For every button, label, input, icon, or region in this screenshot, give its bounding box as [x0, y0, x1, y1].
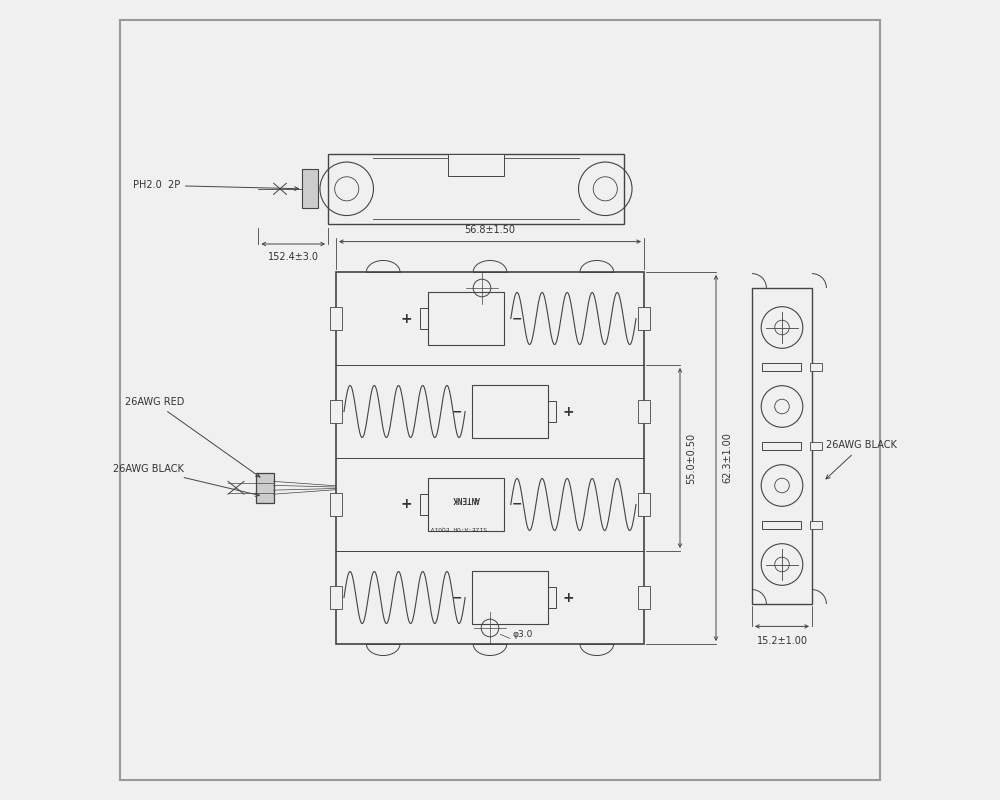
- Bar: [810, 442, 822, 450]
- Bar: [762, 442, 801, 450]
- Text: 15.2±1.00: 15.2±1.00: [756, 636, 807, 646]
- Text: 152.4±3.0: 152.4±3.0: [268, 252, 319, 262]
- Bar: [810, 362, 822, 371]
- Bar: [472, 385, 548, 438]
- Bar: [328, 154, 624, 224]
- Bar: [472, 570, 548, 625]
- Text: 62.3±1.00: 62.3±1.00: [722, 433, 732, 483]
- Text: 26AWG BLACK: 26AWG BLACK: [113, 464, 259, 496]
- Bar: [752, 288, 812, 604]
- Text: ANTENK: ANTENK: [453, 494, 480, 502]
- Bar: [810, 521, 822, 530]
- Text: −: −: [452, 405, 462, 418]
- Bar: [762, 521, 801, 530]
- Bar: [336, 272, 644, 644]
- Bar: [330, 494, 342, 516]
- Bar: [428, 291, 504, 346]
- Bar: [548, 587, 556, 608]
- Text: 55.0±0.50: 55.0±0.50: [686, 433, 696, 483]
- Bar: [638, 307, 650, 330]
- Bar: [330, 307, 342, 330]
- Text: SIZE-A-OR EQUIV: SIZE-A-OR EQUIV: [430, 526, 487, 531]
- Text: +: +: [563, 590, 574, 605]
- Bar: [330, 400, 342, 422]
- Bar: [420, 308, 428, 329]
- Bar: [256, 473, 274, 503]
- Text: φ3.0: φ3.0: [512, 630, 533, 639]
- Text: 56.8±1.50: 56.8±1.50: [464, 225, 515, 235]
- Text: +: +: [400, 498, 412, 511]
- Bar: [330, 586, 342, 609]
- Text: +: +: [563, 405, 574, 418]
- Text: −: −: [452, 591, 462, 604]
- Text: 26AWG BLACK: 26AWG BLACK: [826, 441, 897, 479]
- Text: −: −: [512, 498, 522, 511]
- Text: +: +: [400, 311, 412, 326]
- Bar: [420, 494, 428, 514]
- Bar: [638, 400, 650, 422]
- Text: 26AWG RED: 26AWG RED: [125, 397, 260, 477]
- Text: PH2.0  2P: PH2.0 2P: [133, 180, 299, 190]
- Bar: [762, 362, 801, 371]
- Bar: [428, 478, 504, 531]
- Bar: [638, 494, 650, 516]
- Bar: [638, 586, 650, 609]
- Bar: [548, 402, 556, 422]
- Bar: [448, 154, 504, 176]
- Bar: [302, 170, 318, 208]
- Text: −: −: [512, 312, 522, 325]
